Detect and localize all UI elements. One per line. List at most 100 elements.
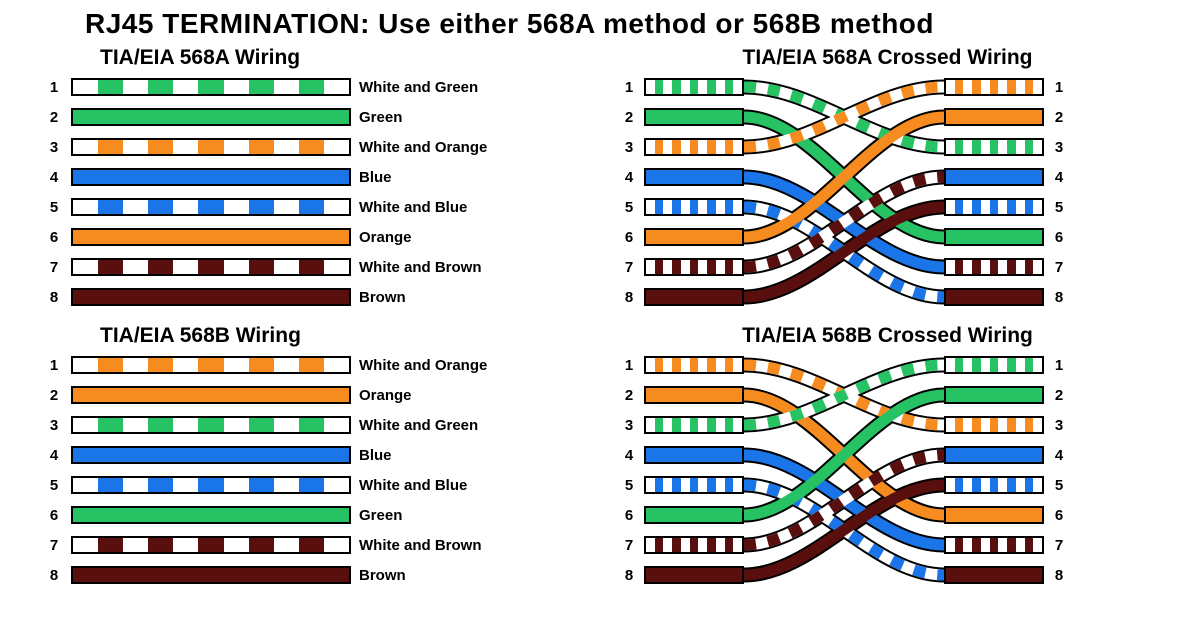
cross-row-right: 2: [944, 106, 1068, 128]
wire-bar: [71, 506, 351, 524]
wire-bar: [644, 446, 744, 464]
pin-number: 6: [620, 507, 638, 524]
wire-label: Blue: [359, 169, 392, 186]
pin-number: 2: [45, 109, 63, 126]
wire-label: White and Orange: [359, 139, 487, 156]
wire-label: Green: [359, 507, 402, 524]
cross-568b: 1234567812345678: [620, 354, 1155, 594]
wire-bar: [71, 198, 351, 216]
pin-number: 7: [1050, 537, 1068, 554]
pin-number: 4: [1050, 447, 1068, 464]
wire-bar: [944, 288, 1044, 306]
wire-row: 8Brown: [45, 564, 580, 586]
wire-bar: [644, 288, 744, 306]
wire-bar: [944, 566, 1044, 584]
pin-number: 6: [45, 229, 63, 246]
cross-row-right: 4: [944, 444, 1068, 466]
cross-row-left: 8: [620, 286, 744, 308]
panel-title-568a-crossed: TIA/EIA 568A Crossed Wiring: [620, 46, 1155, 70]
wire-bar: [944, 476, 1044, 494]
pin-number: 1: [45, 79, 63, 96]
cross-row-right: 8: [944, 286, 1068, 308]
pin-number: 5: [45, 199, 63, 216]
pin-number: 4: [45, 447, 63, 464]
wire-label: White and Green: [359, 79, 478, 96]
pin-number: 2: [1050, 109, 1068, 126]
pin-number: 7: [45, 537, 63, 554]
wire-bar: [644, 386, 744, 404]
pin-number: 1: [620, 79, 638, 96]
pin-number: 5: [45, 477, 63, 494]
cross-row-left: 6: [620, 504, 744, 526]
pin-number: 8: [620, 289, 638, 306]
pin-number: 4: [620, 169, 638, 186]
wire-label: Green: [359, 109, 402, 126]
wire-row: 7White and Brown: [45, 534, 580, 556]
wire-bar: [644, 416, 744, 434]
wire-bar: [944, 168, 1044, 186]
pin-number: 7: [620, 259, 638, 276]
wire-row: 6Orange: [45, 226, 580, 248]
wire-bar: [71, 108, 351, 126]
wire-bar: [71, 446, 351, 464]
cross-row-right: 5: [944, 474, 1068, 496]
wire-bar: [944, 386, 1044, 404]
wire-label: Brown: [359, 289, 406, 306]
wire-bar: [71, 356, 351, 374]
wire-bar: [644, 168, 744, 186]
cross-row-right: 8: [944, 564, 1068, 586]
wire-row: 1 White and Green: [45, 76, 580, 98]
wire-bar: [71, 566, 351, 584]
wire-bar: [944, 198, 1044, 216]
cross-row-right: 6: [944, 504, 1068, 526]
wire-bar: [644, 476, 744, 494]
wire-row: 7White and Brown: [45, 256, 580, 278]
wire-bar: [644, 258, 744, 276]
wire-label: Brown: [359, 567, 406, 584]
pin-number: 3: [1050, 417, 1068, 434]
pin-number: 2: [45, 387, 63, 404]
wire-label: White and Orange: [359, 357, 487, 374]
wire-label: White and Green: [359, 417, 478, 434]
wire-bar: [71, 386, 351, 404]
cross-row-right: 2: [944, 384, 1068, 406]
wire-bar: [944, 446, 1044, 464]
cross-row-left: 1: [620, 354, 744, 376]
pin-number: 8: [45, 289, 63, 306]
pin-number: 4: [1050, 169, 1068, 186]
wire-label: Blue: [359, 447, 392, 464]
pin-number: 1: [620, 357, 638, 374]
wire-row: 3 White and Orange: [45, 136, 580, 158]
pin-number: 7: [1050, 259, 1068, 276]
wire-bar: [644, 506, 744, 524]
crossover-svg: [744, 76, 944, 308]
wire-bar: [71, 228, 351, 246]
pin-number: 8: [1050, 289, 1068, 306]
pin-number: 3: [45, 417, 63, 434]
pin-number: 1: [1050, 79, 1068, 96]
wire-bar: [944, 356, 1044, 374]
pin-number: 7: [45, 259, 63, 276]
cross-row-right: 3: [944, 414, 1068, 436]
wire-row: 3 White and Green: [45, 414, 580, 436]
pin-number: 3: [45, 139, 63, 156]
cross-row-left: 7: [620, 534, 744, 556]
cross-row-right: 3: [944, 136, 1068, 158]
cross-row-left: 5: [620, 196, 744, 218]
cross-568a: 1234567812345678: [620, 76, 1155, 316]
wire-bar: [71, 416, 351, 434]
page-title: RJ45 TERMINATION: Use either 568A method…: [45, 8, 1155, 40]
cross-row-left: 4: [620, 166, 744, 188]
pin-number: 5: [620, 477, 638, 494]
crossover-svg: [744, 354, 944, 586]
cross-row-left: 4: [620, 444, 744, 466]
wire-row: 6Green: [45, 504, 580, 526]
pin-number: 1: [45, 357, 63, 374]
wire-bar: [944, 108, 1044, 126]
panel-568b-crossed: TIA/EIA 568B Crossed Wiring 123456781234…: [620, 324, 1155, 594]
pin-number: 3: [1050, 139, 1068, 156]
cross-row-right: 7: [944, 534, 1068, 556]
pin-number: 2: [1050, 387, 1068, 404]
panel-title-568b: TIA/EIA 568B Wiring: [45, 324, 580, 348]
cross-row-left: 3: [620, 136, 744, 158]
